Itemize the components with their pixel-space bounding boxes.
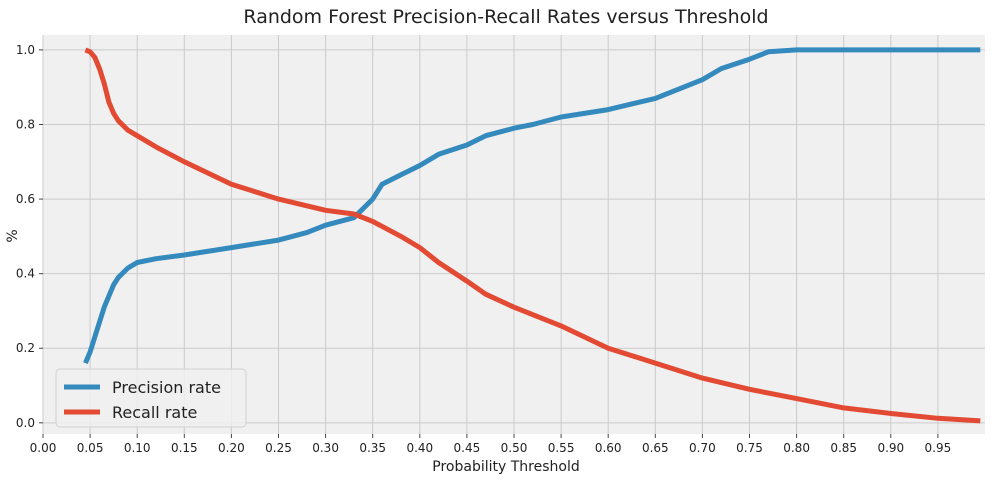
x-tick-label: 0.15 <box>171 441 198 455</box>
y-tick-label: 0.2 <box>16 341 35 355</box>
y-tick-label: 1.0 <box>16 43 35 57</box>
recall-rate-line <box>84 47 981 424</box>
grid <box>42 35 985 434</box>
x-tick-label: 0.30 <box>312 441 339 455</box>
x-tick-label: 0.60 <box>595 441 622 455</box>
x-tick-label: 0.45 <box>454 441 481 455</box>
x-tick-label: 0.90 <box>877 441 904 455</box>
x-tick-label: 0.40 <box>406 441 433 455</box>
chart-title: Random Forest Precision-Recall Rates ver… <box>243 6 768 28</box>
x-tick-label: 0.25 <box>265 441 292 455</box>
legend: Precision rate Recall rate <box>55 368 247 428</box>
y-tick-label: 0.0 <box>16 416 35 430</box>
x-tick-label: 0.85 <box>830 441 857 455</box>
x-tick-label: 0.65 <box>642 441 669 455</box>
recall-rate-legend-label: Recall rate <box>112 403 197 422</box>
x-tick-label: 0.35 <box>359 441 386 455</box>
precision-rate-line <box>83 47 981 365</box>
x-tick-label: 0.50 <box>501 441 528 455</box>
x-tick-label: 0.10 <box>124 441 151 455</box>
x-tick-label: 0.05 <box>77 441 104 455</box>
legend-box <box>55 368 247 428</box>
y-tick-label: 0.4 <box>16 267 35 281</box>
axis-ticks: 0.00 0.05 0.10 0.15 0.20 0.25 0.30 0.35 0.40 0.45… <box>16 43 951 455</box>
x-tick-label: 0.20 <box>218 441 245 455</box>
series-lines <box>83 47 981 424</box>
x-tick-label: 0.55 <box>548 441 575 455</box>
precision-rate-legend-label: Precision rate <box>112 378 221 397</box>
y-tick-label: 0.8 <box>16 117 35 131</box>
y-axis-label: % <box>5 229 21 242</box>
x-tick-label: 0.80 <box>783 441 810 455</box>
x-tick-label: 0.75 <box>736 441 763 455</box>
x-tick-label: 0.95 <box>925 441 952 455</box>
x-tick-label: 0.00 <box>30 441 57 455</box>
y-tick-label: 0.6 <box>16 192 35 206</box>
x-axis-label: Probability Threshold <box>432 459 579 475</box>
x-tick-label: 0.70 <box>689 441 716 455</box>
